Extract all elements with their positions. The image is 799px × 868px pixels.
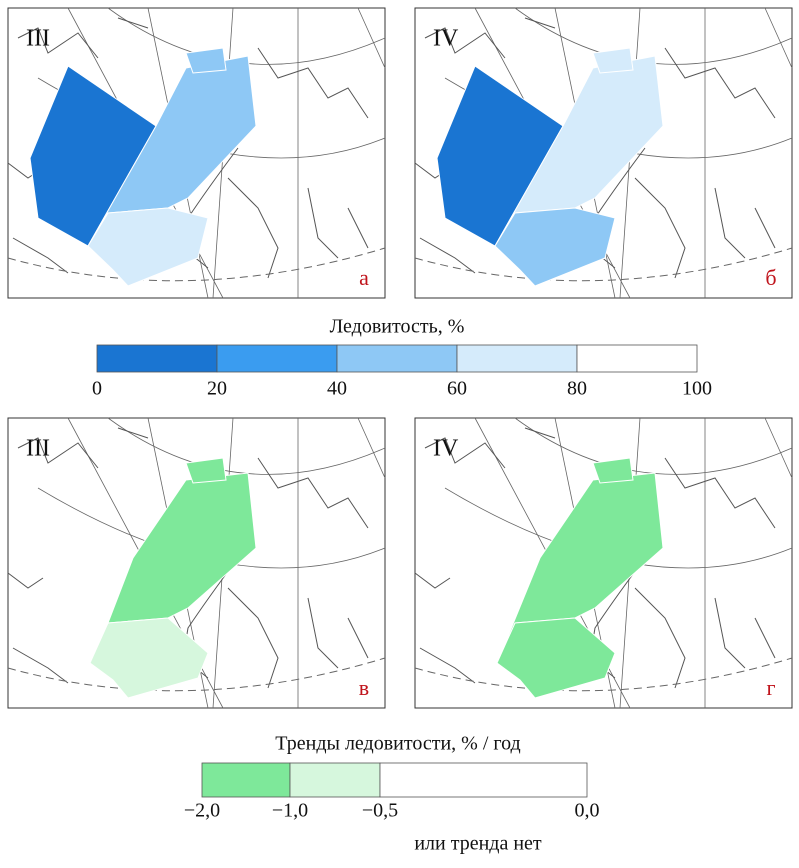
panel-letter: б [765,265,776,290]
legend-tick-label: 0,0 [575,800,600,822]
season-label: III [26,26,50,52]
legend-tick-label: 100 [682,378,712,400]
season-label: III [26,436,50,462]
legend-note: или тренда нет [414,833,542,855]
legend-tick-label: −0,5 [362,800,398,822]
legend-swatch [576,344,698,373]
legend-tick-label: 80 [567,378,587,400]
legend-swatch [201,762,291,798]
panel [7,7,386,299]
legend-tick-label: −1,0 [272,800,308,822]
legend-swatch [379,762,588,798]
panel [7,417,386,709]
legend-swatch [96,344,218,373]
panel [414,417,793,709]
panel-letter: г [766,675,775,700]
legend-tick-label: 60 [447,378,467,400]
legend-swatch [289,762,381,798]
season-label: IV [433,436,459,462]
legend-tick-label: 20 [207,378,227,400]
panel-letter: в [359,675,369,700]
season-label: IV [433,26,459,52]
panel-letter: а [359,265,369,290]
legend-title: Тренды ледовитости, % / год [275,733,520,755]
legend-tick-label: 40 [327,378,347,400]
legend-tick-label: 0 [92,378,102,400]
legend-tick-label: −2,0 [184,800,220,822]
legend-swatch [216,344,338,373]
legend-swatch [456,344,578,373]
legend-title: Ледовитость, % [330,316,465,338]
panel [414,7,793,299]
legend-swatch [336,344,458,373]
